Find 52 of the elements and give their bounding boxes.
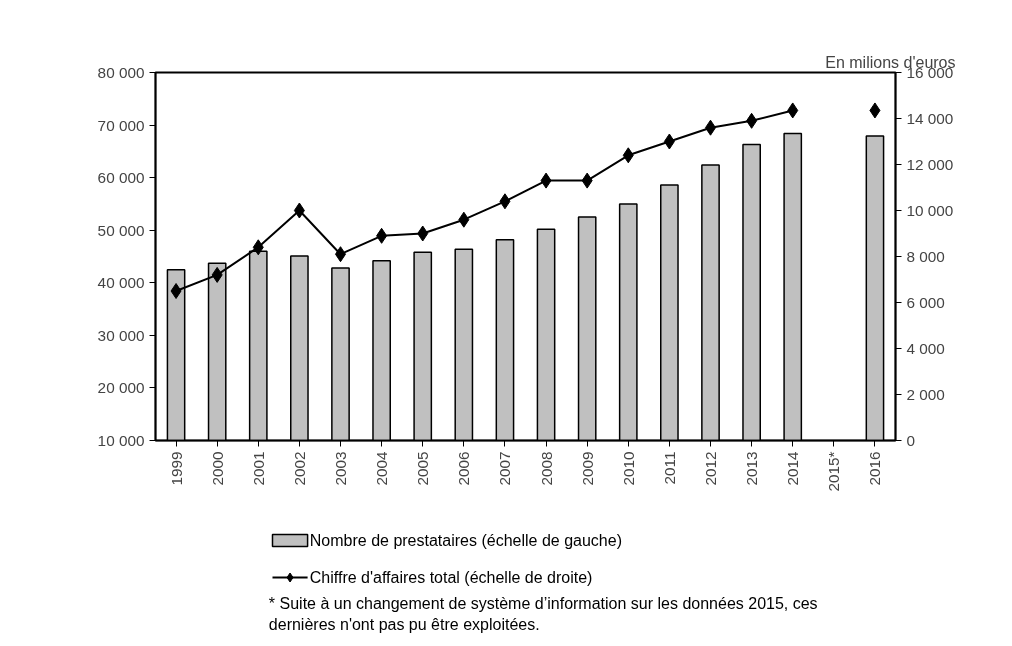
x-tick-label: 2009 (578, 451, 596, 486)
point (622, 147, 634, 164)
x-tick-label: 2010 (619, 451, 637, 486)
point (581, 172, 593, 189)
y-tick-label: 20 000 (97, 379, 145, 397)
x-tick-label: 2016 (866, 451, 884, 486)
point (252, 239, 264, 256)
point (787, 102, 799, 119)
y-tick-label: 60 000 (97, 169, 145, 187)
x-tick-label: 2001 (249, 451, 267, 486)
y-tick-label: 50 000 (97, 221, 145, 239)
y2-tick-label: 4 000 (906, 340, 945, 357)
point (869, 102, 881, 119)
x-tick-label: 2014 (784, 451, 802, 486)
point (663, 133, 675, 150)
y-tick-label: 80 000 (97, 64, 145, 81)
x-tick-label: 2013 (743, 451, 761, 486)
y-tick-label: 70 000 (97, 116, 145, 134)
point (211, 266, 223, 283)
y2-tick-label: 6 000 (906, 294, 945, 311)
point (376, 227, 388, 244)
x-tick-label: 2011 (660, 451, 678, 485)
x-tick-label: 2005 (414, 451, 432, 486)
point (417, 225, 429, 242)
y2-tick-label: 8 000 (906, 248, 945, 265)
x-tick-label: 2000 (208, 451, 226, 486)
y2-tick-label: 14 000 (906, 110, 954, 127)
y2-tick-label: 12 000 (906, 156, 954, 173)
legend-label: Nombre de prestataires (échelle de gauche) (309, 532, 622, 549)
y2-tick-label: 0 (906, 432, 916, 449)
legend-label: Chiffre d'affaires total (échelle de droite) (309, 569, 593, 586)
y-tick-label: 30 000 (97, 326, 145, 344)
y-tick-label: 40 000 (97, 274, 145, 292)
point (746, 112, 758, 129)
x-tick-label: 2006 (455, 451, 473, 486)
y-tick-label: 10 000 (97, 432, 145, 449)
x-tick-label: 1999 (167, 451, 185, 486)
point (458, 211, 470, 228)
point (499, 193, 511, 210)
point (540, 172, 552, 189)
x-tick-label: 2015* (825, 451, 843, 492)
point (170, 283, 182, 299)
y2-tick-label: 10 000 (906, 202, 954, 219)
x-tick-label: 2012 (702, 451, 719, 486)
point (293, 202, 305, 219)
x-tick-label: 2003 (332, 451, 349, 486)
x-tick-label: 2002 (290, 451, 308, 486)
text: * Suite à un changement de système d’information sur les données 2015, ces dernières n'ont pas pu être exploitées. (268, 595, 818, 633)
y2-tick-label: 2 000 (906, 386, 945, 403)
x-tick-label: 2007 (496, 451, 514, 486)
x-tick-label: 2004 (373, 451, 391, 486)
x-tick-label: 2008 (537, 451, 555, 486)
